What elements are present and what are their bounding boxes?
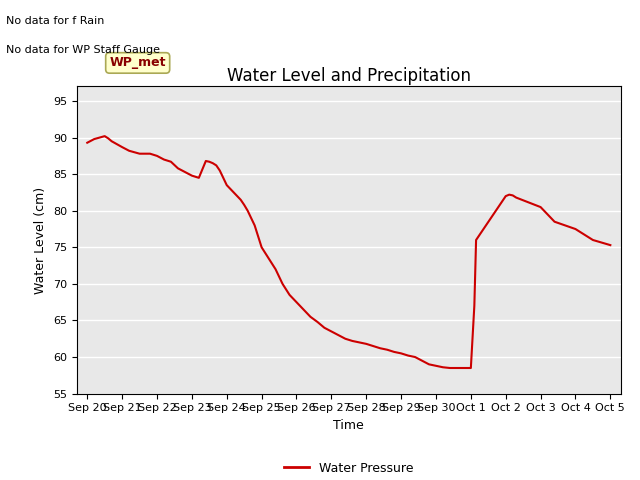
Title: Water Level and Precipitation: Water Level and Precipitation xyxy=(227,67,471,85)
Text: No data for f Rain: No data for f Rain xyxy=(6,16,105,26)
X-axis label: Time: Time xyxy=(333,419,364,432)
Y-axis label: Water Level (cm): Water Level (cm) xyxy=(35,186,47,294)
Text: No data for WP Staff Gauge: No data for WP Staff Gauge xyxy=(6,45,161,55)
Text: WP_met: WP_met xyxy=(109,57,166,70)
Legend: Water Pressure: Water Pressure xyxy=(279,456,419,480)
